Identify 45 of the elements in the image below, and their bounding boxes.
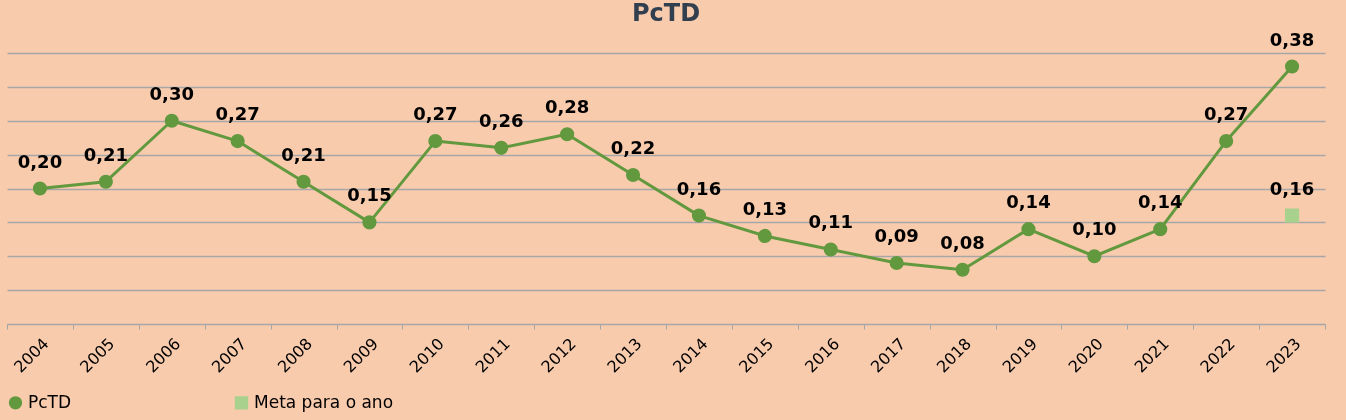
data-label: 0,21 (281, 143, 326, 165)
data-label: 0,22 (610, 136, 656, 158)
point (1153, 222, 1168, 237)
data-label: 0,38 (1269, 28, 1315, 50)
data-label: 0,13 (742, 197, 788, 219)
point (1284, 59, 1300, 74)
chart-title: PcTD (631, 0, 701, 27)
point (757, 228, 772, 243)
data-label: 0,27 (413, 103, 458, 125)
point (625, 167, 641, 183)
data-label: 0,09 (874, 225, 919, 247)
point (1021, 222, 1036, 237)
point (32, 181, 48, 196)
point (362, 215, 377, 230)
point (889, 255, 904, 271)
point (428, 134, 443, 149)
data-label: 0,16 (676, 177, 722, 199)
point (494, 140, 509, 155)
point (296, 174, 311, 189)
data-label: 0,10 (1072, 218, 1117, 240)
data-label: 0,16 (1269, 177, 1315, 199)
data-label: 0,20 (17, 150, 63, 172)
point (164, 113, 179, 128)
point (1284, 208, 1300, 223)
legend-label: Meta para o ano (254, 391, 394, 412)
data-label: 0,11 (808, 211, 853, 233)
data-label: 0,14 (1006, 191, 1051, 213)
data-label: 0,14 (1138, 191, 1183, 213)
data-label: 0,15 (347, 184, 392, 206)
point (230, 134, 245, 149)
legend-label: PcTD (28, 391, 72, 412)
point (691, 208, 707, 223)
point (98, 174, 113, 189)
point (955, 262, 970, 277)
point (560, 127, 575, 142)
data-label: 0,27 (215, 103, 260, 125)
point (1219, 134, 1234, 149)
data-label: 0,28 (544, 96, 590, 118)
data-label: 0,27 (1203, 103, 1249, 125)
data-label: 0,21 (83, 143, 129, 165)
data-label: 0,26 (479, 109, 524, 131)
point (1087, 249, 1102, 264)
point (823, 242, 838, 257)
data-label: 0,08 (940, 231, 985, 253)
data-label: 0,30 (149, 82, 194, 104)
